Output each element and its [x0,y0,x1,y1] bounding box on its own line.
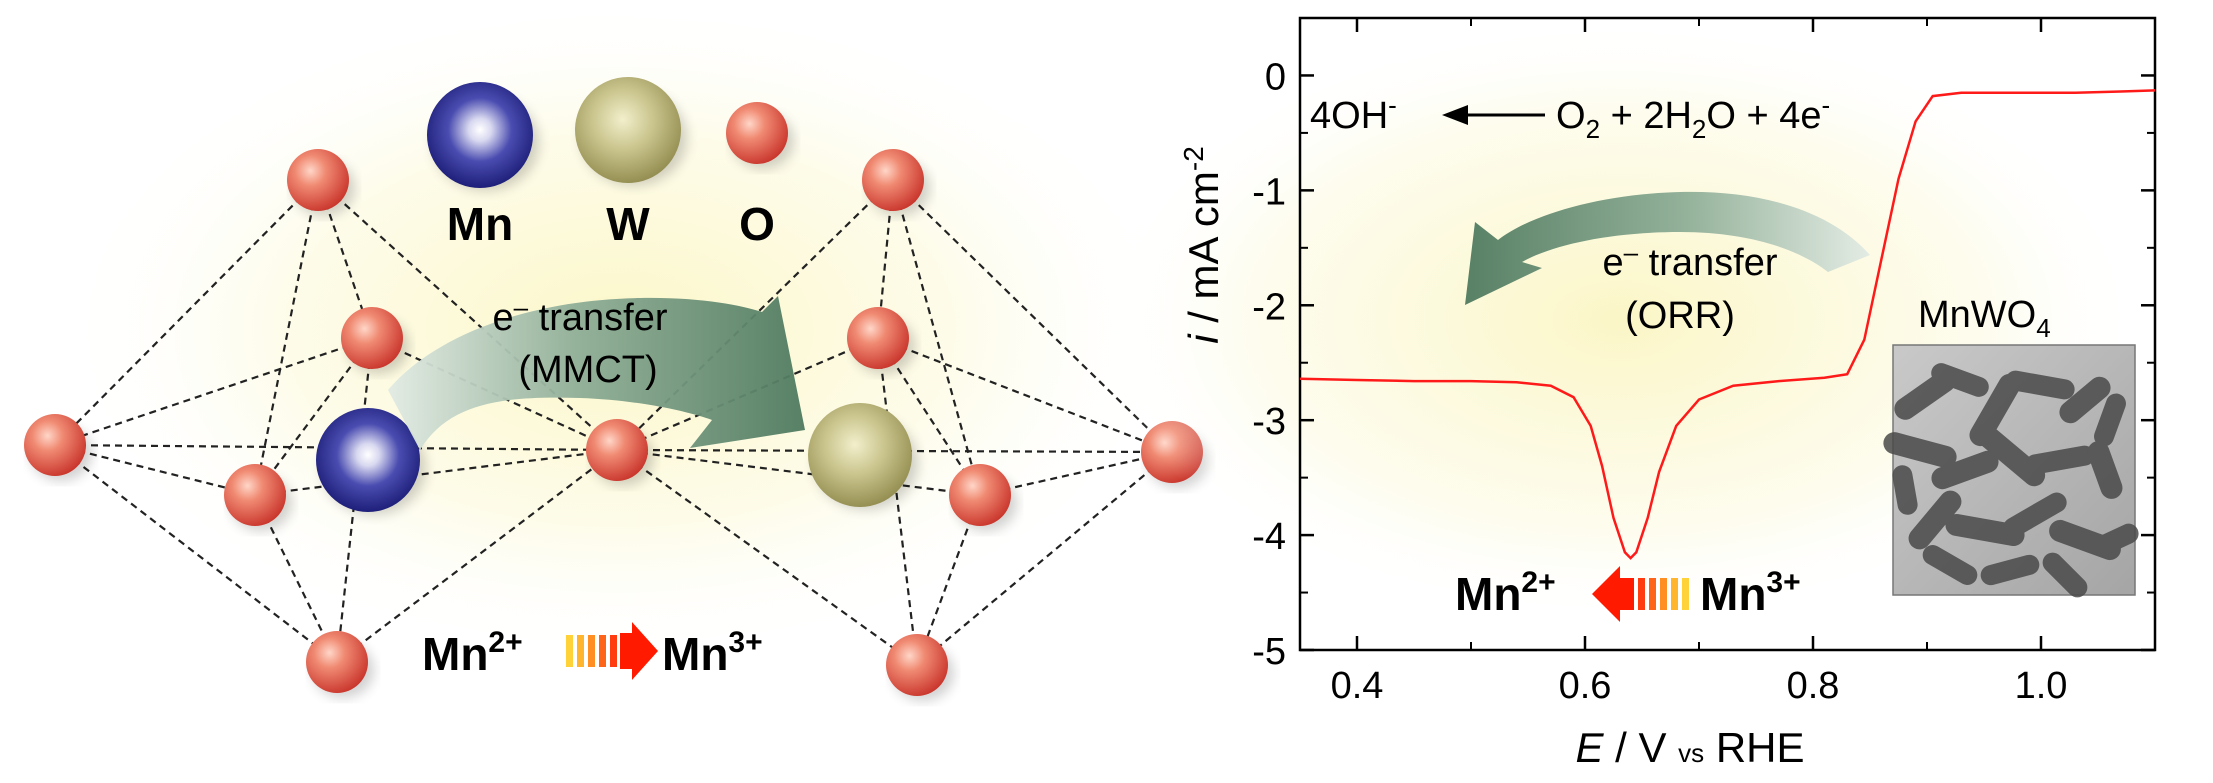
bond-line [254,448,618,497]
oxygen-atom [341,307,409,374]
tem-inset-image [1883,344,2139,598]
oxygen-atom [586,419,654,486]
red-arrow-left-icon [1592,566,1689,622]
orr-polarization-curve [1299,89,2156,560]
nanorod [1922,545,1978,585]
nanorod [2005,370,2075,400]
nanorod [1931,450,1999,490]
oxygen-atom [306,631,374,698]
bond-line [336,449,618,663]
nanorod [1931,363,1989,397]
oxygen-atom [949,464,1017,531]
oxygen-atom [24,414,92,481]
red-arrow-right-icon [566,622,658,680]
nanorod [1883,432,1957,468]
nanorod [2025,445,2095,475]
orr-chart-panel: 0 -1 -2 -3 -4 -5 0.4 0.6 0.8 1.0 e– transfer (OR… [1100,16,2157,771]
nanorod [2059,376,2111,424]
nanorod [1892,465,1918,515]
bond-line [54,336,373,447]
y-tick-label: -2 [1252,286,1286,328]
bond-line [253,179,320,496]
orr-reaction-equation: 4OH- O2 + 2H2O + 4e- [1310,90,1830,144]
x-tick-label: 0.8 [1787,665,1840,707]
y-axis-ticks: 0 -1 -2 -3 -4 -5 [1252,56,2155,673]
bond-line [891,179,982,496]
reaction-arrow-icon [1442,105,1545,125]
mmct-transfer-text: e– transfer [493,292,668,339]
bond-line [877,336,1173,454]
nanorod [1980,554,2040,586]
oxygen-atom [847,307,915,374]
y-tick-label: -4 [1252,516,1286,558]
reduction-from-label: Mn3+ [1700,566,1801,620]
legend-label-w: W [606,198,650,250]
y-tick-label: -3 [1252,401,1286,443]
nanorod [2094,393,2126,447]
legend-w-sphere [575,77,687,186]
bond-line [916,451,1173,666]
nanorod [2091,523,2139,557]
bond-line [877,337,981,496]
nanorod [1945,513,2025,547]
nanorod [1974,423,2046,487]
manganese-atom [316,408,426,515]
crystal-structure-panel: Mn W O e– transfer (MMCT) Mn2+ Mn3+ [24,0,1209,701]
x-tick-label: 1.0 [2015,665,2068,707]
y-tick-label: 0 [1265,56,1286,98]
chart-background-glow [1100,20,2140,620]
plot-area-frame [1298,16,2157,652]
orr-transfer-text: e– transfer [1603,237,1778,284]
oxidation-to-label: Mn3+ [662,626,763,680]
oxidation-indicator-left: Mn2+ Mn3+ [422,622,763,680]
bond-line [54,443,256,497]
reaction-reactants: O2 + 2H2O + 4e- [1556,90,1830,144]
reduction-to-label: Mn2+ [1455,566,1556,620]
x-axis-label: E / V vs RHE [1575,724,1804,771]
legend-o-sphere [726,102,794,169]
bond-line [616,448,981,497]
oxidation-indicator-right: Mn2+ Mn3+ [1455,566,1801,622]
reaction-product: 4OH- [1310,90,1397,137]
orr-transfer-arrow [1465,191,1870,305]
mmct-transfer-arrow [388,296,805,450]
oxygen-atom [224,464,292,531]
y-tick-label: -1 [1252,171,1286,213]
nanorod [2003,492,2067,538]
inset-formula-label: MnWO4 [1918,294,2051,343]
legend-label-o: O [739,198,775,250]
bond-line [979,450,1173,497]
nanorod [2042,552,2088,598]
oxidation-from-label: Mn2+ [422,626,523,680]
legend-label-mn: Mn [447,198,513,250]
orr-label: (ORR) [1625,295,1735,337]
mmct-label: (MMCT) [518,349,657,391]
oxygen-atom [862,149,930,216]
y-axis-label: i / mA cm-2 [1178,146,1227,344]
legend-mn-sphere [427,82,539,191]
nanorod [1908,490,1962,550]
bond-line [54,179,319,446]
bond-line [876,337,919,666]
bond-line [254,337,373,496]
tungsten-atom [808,403,918,510]
x-axis-ticks: 0.4 0.6 0.8 1.0 [1331,18,2156,707]
x-tick-label: 0.6 [1559,665,1612,707]
x-tick-label: 0.4 [1331,665,1384,707]
bond-line [616,449,918,666]
nanorod [2087,441,2123,499]
oxygen-atom [886,634,954,701]
oxygen-atom [287,149,355,216]
y-tick-label: -5 [1252,631,1286,673]
